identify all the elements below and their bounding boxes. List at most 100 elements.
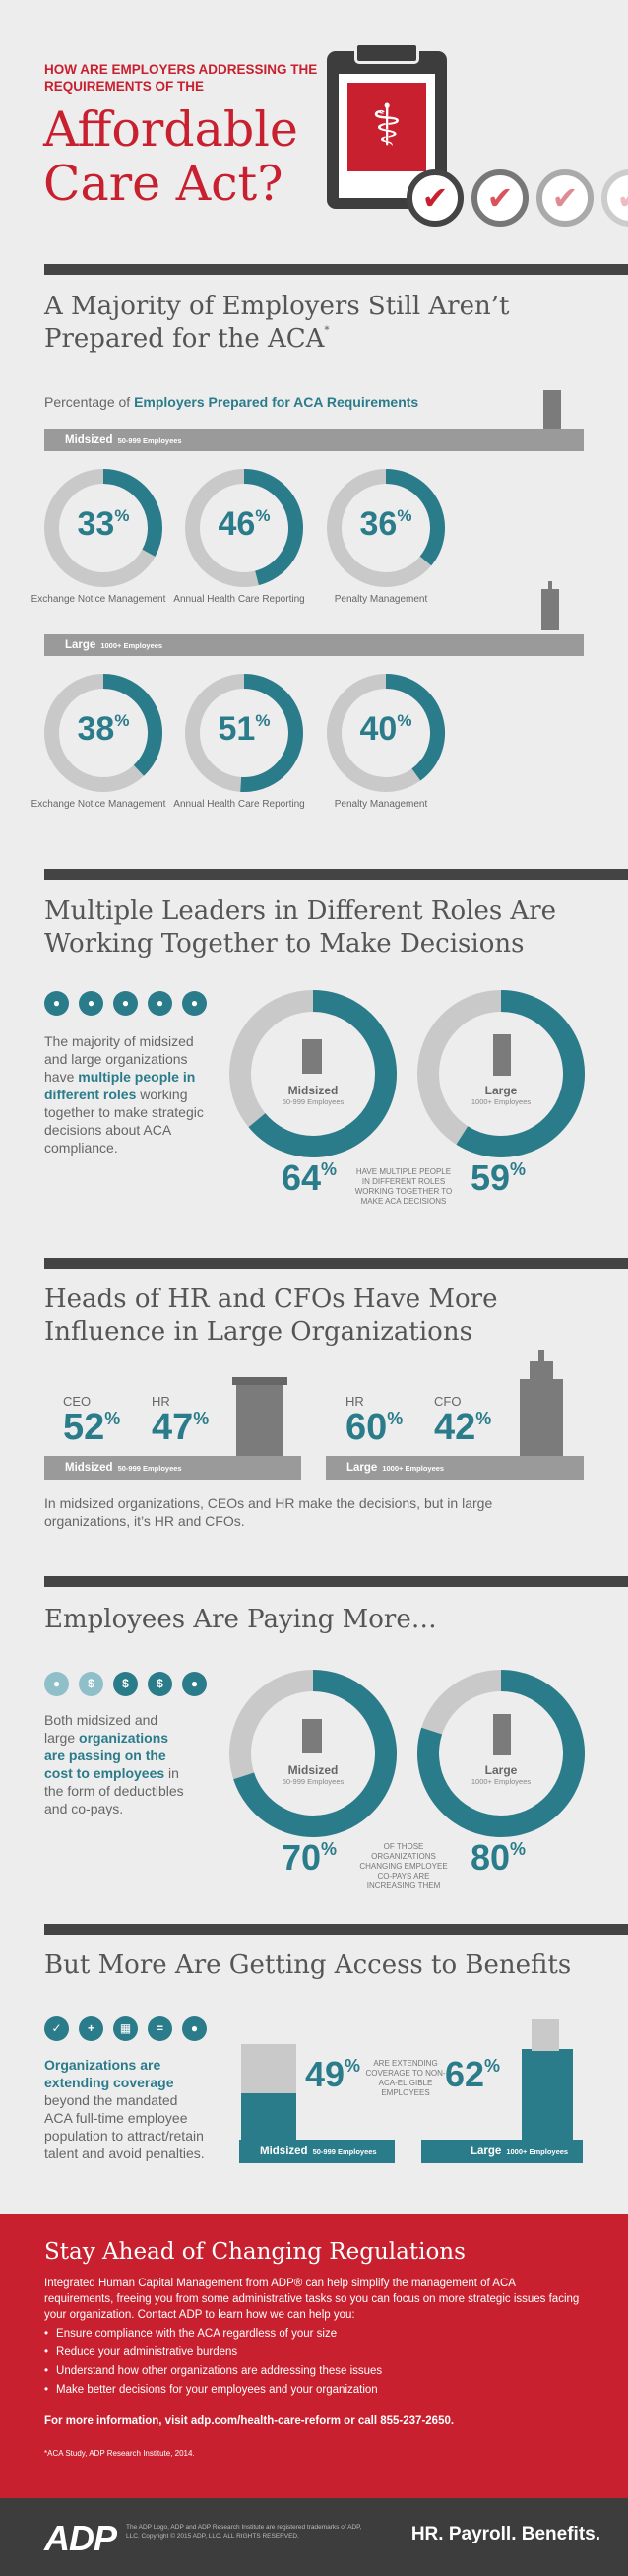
cta-bullets: Ensure compliance with the ACA regardles…: [44, 2325, 581, 2400]
ring-percent: 38%: [77, 710, 130, 748]
progress-ring: [44, 469, 162, 587]
progress-ring: [185, 469, 303, 587]
clipboard-clip: [354, 42, 419, 64]
progress-ring-arc: [102, 469, 162, 557]
large-bar: Large 1000+ Employees: [44, 634, 584, 656]
section4-note: OF THOSE ORGANIZATIONS CHANGING EMPLOYEE…: [359, 1842, 448, 1890]
cta-section: Stay Ahead of Changing Regulations Integ…: [0, 2214, 628, 2498]
section-divider: [44, 1576, 628, 1587]
progress-ring-arc: [385, 674, 445, 781]
midsized-donut: [229, 1670, 397, 1837]
section-divider: [44, 869, 628, 880]
section1-subhead: Percentage of Employers Prepared for ACA…: [44, 394, 419, 410]
cost-icons: ● $ $ $ ●: [44, 1672, 207, 1696]
clipboard-icon: ⚕: [327, 42, 447, 209]
ring-label: Annual Health Care Reporting: [173, 799, 305, 810]
ring-percent: 46%: [218, 505, 271, 543]
tagline: HR. Payroll. Benefits.: [410, 2524, 600, 2544]
ring-label: Annual Health Care Reporting: [173, 594, 305, 605]
footer: ADP The ADP Logo, ADP and ADP Research I…: [0, 2498, 628, 2576]
header-kicker: HOW ARE EMPLOYERS ADDRESSING THE REQUIRE…: [44, 62, 318, 94]
ring-label: Penalty Management: [334, 799, 428, 810]
benefit-icons: ✓ + ▦ = ●: [44, 2016, 207, 2041]
header-title: Affordable Care Act?: [43, 101, 298, 212]
equals-icon: =: [148, 2016, 172, 2041]
large-percent: 80%: [471, 1837, 527, 1878]
large-donut-label: Large 1000+ Employees: [471, 1763, 532, 1786]
check-icon: ✔: [536, 169, 594, 227]
person-icon: ●: [148, 991, 172, 1016]
people-icon: ●: [44, 1672, 69, 1696]
section5-note: ARE EXTENDING COVERAGE TO NON-ACA-ELIGIB…: [365, 2059, 446, 2097]
midsized-bar: Midsized 50-999 Employees: [44, 429, 584, 451]
midsized-percent: 49%: [305, 2054, 361, 2094]
role-label: CFO: [434, 1394, 462, 1409]
person-icon: ●: [182, 991, 207, 1016]
person-icon: ●: [182, 2016, 207, 2041]
large-percent: 59%: [471, 1157, 527, 1198]
section5-title: But More Are Getting Access to Benefits: [44, 1950, 572, 1980]
section3-title: Heads of HR and CFOs Have More Influence…: [44, 1285, 498, 1347]
progress-ring-arc: [240, 674, 303, 792]
people-icon: ●: [182, 1672, 207, 1696]
section1-title: A Majority of Employers Still Aren’t Pre…: [44, 292, 510, 354]
clipboard-red-panel: ⚕: [347, 83, 426, 171]
header: HOW ARE EMPLOYERS ADDRESSING THE REQUIRE…: [0, 0, 628, 256]
section-divider: [44, 1924, 628, 1935]
large-donut: [417, 1670, 585, 1837]
section4-text: Both midsized and large organizations ar…: [44, 1712, 184, 1816]
role-label: CEO: [63, 1394, 92, 1409]
ring-label: Penalty Management: [334, 594, 428, 605]
role-percent: 52%: [63, 1407, 121, 1448]
donut-arc: [248, 990, 397, 1157]
midsized-bar: Midsized 50-999 Employees: [44, 1456, 301, 1480]
calendar-icon: ▦: [113, 2016, 138, 2041]
person-icon: ●: [79, 991, 103, 1016]
progress-ring: [327, 469, 445, 587]
ring-percent: 36%: [359, 505, 412, 543]
large-donut-label: Large 1000+ Employees: [471, 1084, 532, 1106]
donut-arc: [456, 990, 585, 1157]
section-divider: [44, 1258, 628, 1269]
progress-ring-arc: [243, 469, 303, 586]
section2-text: The majority of midsized and large organ…: [44, 1033, 204, 1156]
progress-ring: [185, 674, 303, 792]
section4-title: Employees Are Paying More…: [44, 1605, 437, 1634]
ring-percent: 40%: [359, 710, 412, 748]
section2-title: Multiple Leaders in Different Roles Are …: [44, 896, 557, 958]
large-donut: [417, 990, 585, 1157]
large-bar: Large 1000+ Employees: [326, 1456, 584, 1480]
legal-text: The ADP Logo, ADP and ADP Research Insti…: [126, 2524, 362, 2540]
cta-bullet: Reduce your administrative burdens: [44, 2344, 581, 2362]
role-label: HR: [345, 1394, 364, 1409]
section5-text: Organizations are extending coverage bey…: [44, 2057, 205, 2161]
donut-arc: [233, 1670, 397, 1837]
role-percent: 60%: [345, 1407, 404, 1448]
cta-bullet: Ensure compliance with the ACA regardles…: [44, 2325, 581, 2344]
ring-percent: 51%: [218, 710, 271, 748]
cta-title: Stay Ahead of Changing Regulations: [44, 2239, 466, 2265]
cta-bullet: Understand how other organizations are a…: [44, 2362, 581, 2381]
progress-ring: [44, 674, 162, 792]
cta-footnote: *ACA Study, ADP Research Institute, 2014…: [44, 2449, 195, 2458]
large-teal-bar: Large 1000+ Employees: [421, 2140, 583, 2163]
person-icon: ●: [113, 991, 138, 1016]
ring-label: Exchange Notice Management: [31, 594, 166, 605]
progress-ring-arc: [385, 469, 445, 566]
midsized-donut: [229, 990, 397, 1157]
cta-text: Integrated Human Capital Management from…: [44, 2278, 580, 2321]
role-percent: 47%: [152, 1407, 210, 1448]
person-icon: ●: [44, 991, 69, 1016]
check-icon: ✔: [471, 169, 529, 227]
adp-logo: ADP: [44, 2518, 117, 2558]
check-icon: ✔: [601, 169, 628, 227]
cta-contact-link[interactable]: For more information, visit adp.com/heal…: [44, 2415, 455, 2427]
progress-ring: [327, 674, 445, 792]
section-divider: [44, 264, 628, 275]
midsized-teal-bar: Midsized 50-999 Employees: [239, 2140, 395, 2163]
check-icon: ✔: [407, 169, 464, 227]
midsized-donut-label: Midsized 50-999 Employees: [282, 1763, 345, 1786]
people-icons: ● ● ● ● ●: [44, 991, 207, 1016]
dollar-icon: $: [113, 1672, 138, 1696]
